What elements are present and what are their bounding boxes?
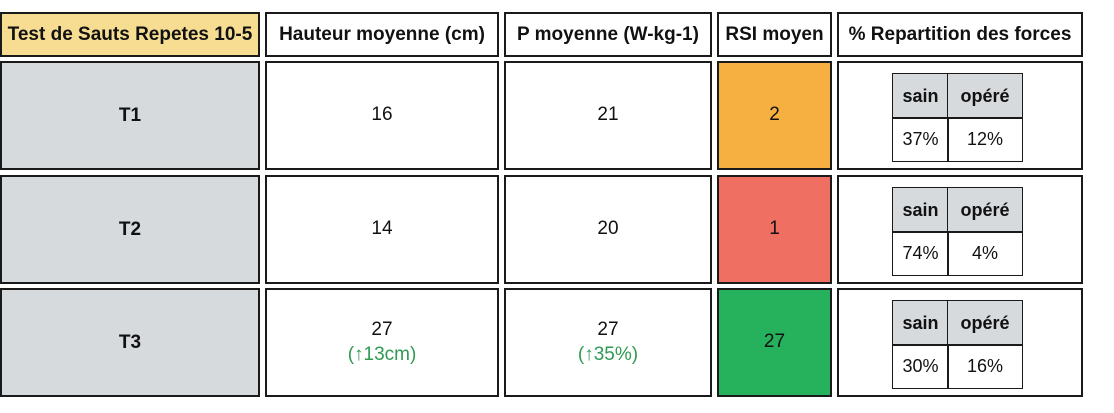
rsi-value-t2: 1 [717, 175, 832, 284]
rsi-value-t3: 27 [717, 288, 832, 397]
opere-header: opéré [947, 300, 1023, 346]
hauteur-value-t3: 27 (↑13cm) [265, 288, 499, 397]
opere-value: 4% [947, 231, 1023, 276]
repartition-table: sain opéré 37% 12% [892, 73, 1023, 162]
sain-header: sain [892, 300, 949, 346]
hauteur-value-t2: 14 [265, 175, 499, 284]
puissance-number: 27 [597, 318, 619, 340]
hauteur-number: 16 [371, 104, 393, 126]
repartition-cell-t3: sain opéré 30% 16% [837, 288, 1083, 397]
header-hauteur: Hauteur moyenne (cm) [265, 12, 499, 57]
rsi-number: 1 [769, 218, 780, 240]
opere-value: 16% [947, 344, 1023, 389]
sain-header: sain [892, 187, 949, 233]
header-test: Test de Sauts Repetes 10-5 [0, 12, 260, 57]
puissance-delta: (↑35%) [577, 343, 639, 365]
rsi-number: 27 [763, 331, 786, 353]
header-puissance: P moyenne (W-kg-1) [504, 12, 712, 57]
hauteur-value-t1: 16 [265, 61, 499, 170]
puissance-value-t1: 21 [504, 61, 712, 170]
sain-value: 37% [892, 117, 949, 162]
repartition-table: sain opéré 74% 4% [892, 187, 1023, 276]
hauteur-number: 27 [371, 318, 393, 340]
sain-value: 30% [892, 344, 949, 389]
opere-header: opéré [947, 187, 1023, 233]
hauteur-delta: (↑13cm) [347, 343, 417, 365]
repartition-cell-t1: sain opéré 37% 12% [837, 61, 1083, 170]
row-label-t1: T1 [0, 61, 260, 170]
repartition-cell-t2: sain opéré 74% 4% [837, 175, 1083, 284]
sain-header: sain [892, 73, 949, 119]
header-repartition: % Repartition des forces [837, 12, 1083, 57]
puissance-value-t3: 27 (↑35%) [504, 288, 712, 397]
opere-value: 12% [947, 117, 1023, 162]
puissance-value-t2: 20 [504, 175, 712, 284]
rsi-number: 2 [769, 104, 780, 126]
puissance-number: 21 [597, 104, 619, 126]
row-label-t2: T2 [0, 175, 260, 284]
puissance-number: 20 [597, 218, 619, 240]
repartition-table: sain opéré 30% 16% [892, 300, 1023, 389]
hauteur-number: 14 [371, 218, 393, 240]
sain-value: 74% [892, 231, 949, 276]
rsi-value-t1: 2 [717, 61, 832, 170]
opere-header: opéré [947, 73, 1023, 119]
row-label-t3: T3 [0, 288, 260, 397]
header-rsi: RSI moyen [717, 12, 832, 57]
